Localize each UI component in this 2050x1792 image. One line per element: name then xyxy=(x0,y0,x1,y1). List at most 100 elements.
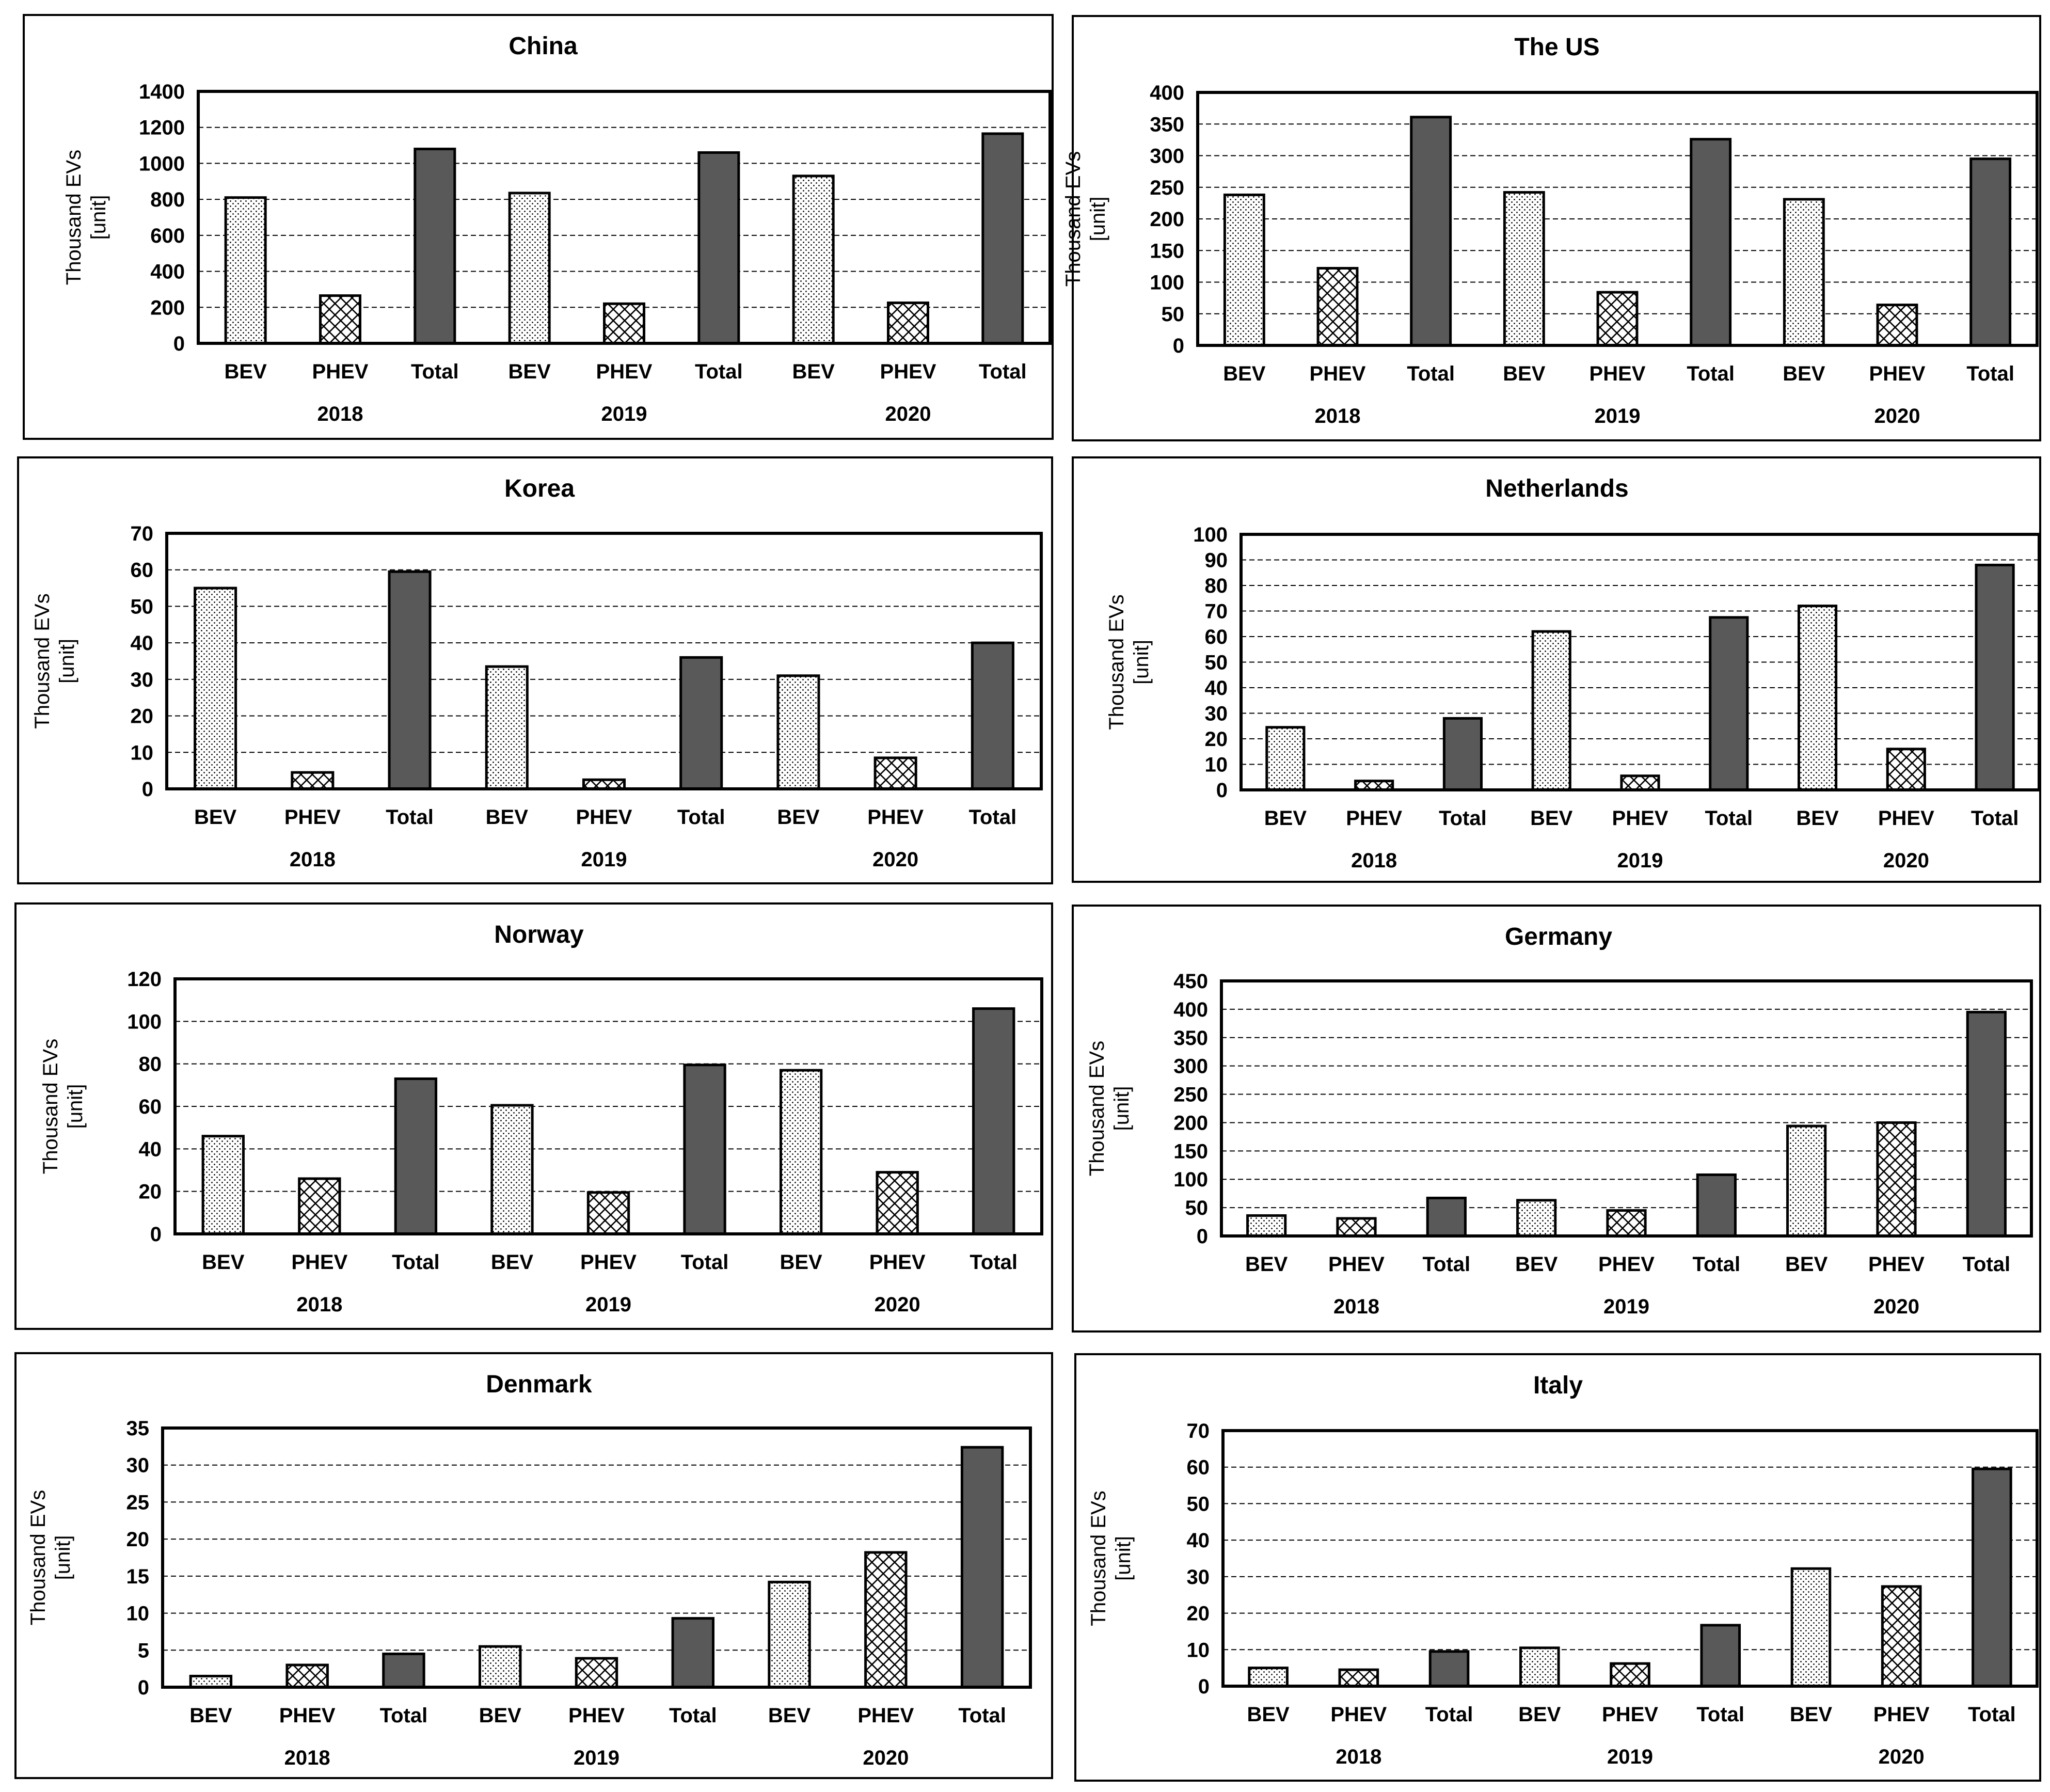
y-axis-unit: [unit] xyxy=(87,195,110,240)
x-category-label: BEV xyxy=(792,360,835,383)
x-category-label: BEV xyxy=(1518,1703,1561,1726)
bar-total-2018 xyxy=(1426,1196,1467,1238)
y-tick-label: 20 xyxy=(131,705,154,728)
x-category-label: PHEV xyxy=(568,1704,625,1727)
x-category-label: Total xyxy=(1693,1253,1741,1276)
y-tick-label: 5 xyxy=(138,1639,149,1662)
x-category-label: BEV xyxy=(768,1704,811,1727)
bar-phev-2020 xyxy=(1876,304,1918,347)
bar-bev-2019 xyxy=(1516,1199,1557,1238)
y-tick-label: 450 xyxy=(1173,970,1208,993)
chart-panel-norway: Norway 0 20 40 60 80 100 120 BEV PHEV Total BEV PHEV… xyxy=(14,902,1053,1330)
bar-bev-2018 xyxy=(1223,193,1265,347)
y-tick-label: 40 xyxy=(139,1138,162,1161)
x-year-label: 2019 xyxy=(1617,849,1663,872)
y-axis-unit: [unit] xyxy=(64,1084,87,1129)
y-axis-label: Thousand EVs xyxy=(27,1490,50,1625)
x-category-label: PHEV xyxy=(1602,1703,1658,1726)
y-tick-label: 50 xyxy=(1185,1197,1209,1219)
y-tick-label: 15 xyxy=(126,1565,150,1588)
x-category-label: BEV xyxy=(486,806,529,829)
plot-area xyxy=(173,977,1043,1235)
y-tick-label: 25 xyxy=(126,1491,150,1514)
bar-total-2019 xyxy=(1709,616,1749,791)
x-category-label: PHEV xyxy=(596,360,653,383)
bar-bev-2018 xyxy=(1265,726,1306,791)
chart-title: Germany xyxy=(1505,923,1612,950)
y-tick-label: 10 xyxy=(126,1603,150,1625)
plot-area xyxy=(1221,1429,2039,1688)
bar-total-2020 xyxy=(1966,1010,2007,1238)
chart-title: Korea xyxy=(504,475,575,502)
x-category-label: Total xyxy=(1705,807,1753,830)
x-category-label: PHEV xyxy=(867,806,924,829)
y-tick-label: 100 xyxy=(1150,272,1184,294)
y-tick-label: 200 xyxy=(1173,1112,1208,1134)
x-category-label: PHEV xyxy=(1330,1703,1387,1726)
y-tick-label: 50 xyxy=(1187,1493,1210,1515)
x-category-label: Total xyxy=(1407,362,1455,385)
y-tick-label: 10 xyxy=(1205,754,1228,776)
x-category-label: Total xyxy=(1423,1253,1471,1276)
x-category-label: BEV xyxy=(1530,807,1573,830)
x-year-label: 2018 xyxy=(1315,405,1361,427)
y-tick-label: 60 xyxy=(139,1096,162,1118)
bar-phev-2018 xyxy=(291,771,335,790)
bar-bev-2019 xyxy=(508,192,551,345)
bar-total-2019 xyxy=(1690,138,1732,347)
x-category-label: PHEV xyxy=(291,1251,347,1274)
x-year-label: 2020 xyxy=(1883,849,1929,872)
x-year-label: 2019 xyxy=(601,403,647,425)
x-category-label: BEV xyxy=(194,806,237,829)
y-tick-label: 0 xyxy=(1197,1225,1208,1248)
x-year-label: 2020 xyxy=(1873,1295,1919,1318)
x-category-label: PHEV xyxy=(1328,1253,1385,1276)
y-tick-label: 10 xyxy=(1187,1639,1210,1661)
panel-frame xyxy=(1072,905,2041,1333)
bar-total-2020 xyxy=(971,641,1014,790)
x-category-label: BEV xyxy=(1783,362,1825,385)
x-category-label: PHEV xyxy=(580,1251,637,1274)
y-tick-label: 400 xyxy=(1173,998,1208,1021)
x-category-label: BEV xyxy=(479,1704,522,1727)
y-tick-label: 70 xyxy=(1205,600,1228,623)
bar-bev-2020 xyxy=(792,175,835,345)
bar-total-2020 xyxy=(1969,157,2012,347)
y-tick-label: 70 xyxy=(1187,1420,1210,1442)
panel-frame xyxy=(1074,1353,2041,1782)
bar-total-2018 xyxy=(414,148,456,345)
x-category-label: Total xyxy=(392,1251,440,1274)
bar-total-2019 xyxy=(671,1617,715,1689)
y-axis-unit: [unit] xyxy=(52,1535,74,1580)
y-axis-unit: [unit] xyxy=(1112,1536,1135,1581)
chart-panel-italy: Italy 0 10 20 30 40 50 60 70 BEV PHEV Total BEV PHEV T… xyxy=(1074,1353,2041,1782)
bar-phev-2018 xyxy=(1336,1217,1377,1238)
bar-total-2020 xyxy=(960,1446,1004,1689)
x-year-label: 2018 xyxy=(290,848,336,871)
y-tick-label: 40 xyxy=(131,632,154,655)
x-category-label: BEV xyxy=(1790,1703,1833,1726)
bar-total-2020 xyxy=(972,1007,1015,1235)
y-tick-label: 300 xyxy=(1173,1055,1208,1078)
bar-total-2019 xyxy=(1696,1173,1737,1238)
x-category-label: Total xyxy=(979,360,1027,383)
x-category-label: Total xyxy=(1971,807,2019,830)
y-tick-label: 100 xyxy=(1173,1168,1208,1191)
bar-total-2018 xyxy=(1442,717,1483,791)
y-tick-label: 30 xyxy=(131,669,154,691)
bar-total-2018 xyxy=(382,1652,425,1689)
chart-title: The US xyxy=(1514,34,1599,61)
bar-bev-2020 xyxy=(1783,198,1825,347)
chart-title: China xyxy=(508,33,578,60)
x-category-label: PHEV xyxy=(1878,807,1934,830)
x-year-label: 2020 xyxy=(1879,1746,1925,1768)
bar-phev-2018 xyxy=(1316,267,1359,347)
y-tick-label: 60 xyxy=(1187,1456,1210,1479)
x-category-label: BEV xyxy=(1264,807,1307,830)
y-tick-label: 0 xyxy=(142,778,153,801)
y-tick-label: 40 xyxy=(1187,1529,1210,1552)
chart-title: Denmark xyxy=(486,1371,592,1398)
y-tick-label: 20 xyxy=(139,1181,162,1203)
x-category-label: BEV xyxy=(780,1251,822,1274)
x-category-label: PHEV xyxy=(576,806,632,829)
